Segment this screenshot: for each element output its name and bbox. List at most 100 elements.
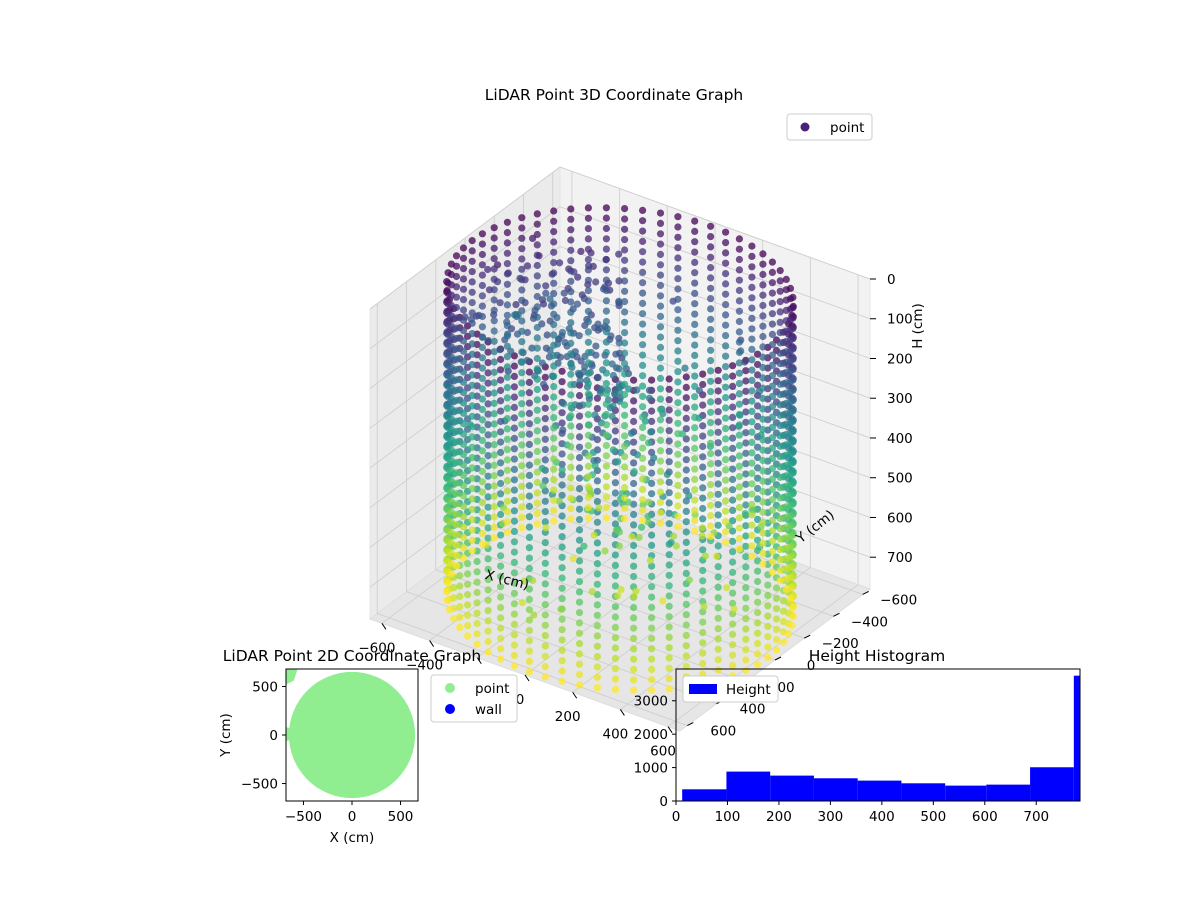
point-marker (665, 633, 673, 641)
point-marker (639, 248, 647, 256)
point-marker (607, 332, 615, 340)
point-marker (468, 268, 476, 276)
point-marker (667, 538, 675, 547)
point-marker (541, 559, 549, 567)
point-marker (648, 686, 656, 694)
point-marker (510, 610, 518, 618)
point-marker (478, 529, 486, 538)
point-marker (639, 423, 647, 431)
point-marker (443, 597, 451, 605)
point-marker (593, 684, 602, 692)
point-marker (593, 591, 602, 599)
point-marker (776, 370, 784, 378)
point-marker (575, 629, 584, 637)
point-marker (759, 539, 767, 547)
point-marker (621, 411, 629, 419)
point-marker (742, 656, 750, 664)
point-marker (497, 448, 505, 457)
point-marker (518, 296, 526, 304)
point-marker (593, 405, 602, 413)
point-marker (542, 289, 550, 297)
point-marker (691, 372, 699, 380)
point-marker (735, 534, 744, 543)
point-marker (742, 604, 750, 612)
point-marker (567, 412, 575, 420)
point-marker (567, 308, 575, 316)
point-marker (595, 504, 603, 512)
point-marker (776, 442, 784, 450)
point-marker (541, 673, 549, 681)
point-marker (764, 622, 772, 631)
point-marker (748, 449, 756, 457)
point-marker (748, 335, 756, 343)
point-marker (691, 269, 699, 277)
point-marker (584, 318, 593, 326)
point-marker (735, 390, 744, 398)
point-marker (776, 318, 784, 326)
point-marker (639, 434, 647, 442)
point-marker (528, 344, 536, 352)
point-marker (550, 331, 558, 339)
point-marker (468, 536, 476, 544)
point-marker (656, 271, 665, 279)
point-marker (541, 425, 549, 433)
point-marker (714, 418, 722, 426)
z-tick-label: 600 (887, 510, 913, 526)
point-marker (786, 553, 795, 561)
point-marker (533, 437, 541, 445)
point-marker (639, 341, 647, 349)
point-marker (748, 273, 756, 281)
point-marker (510, 662, 518, 670)
point-marker (525, 409, 534, 417)
point-marker (497, 645, 505, 653)
y-tick-label: 0 (659, 794, 668, 810)
point-marker (497, 459, 505, 467)
point-marker (630, 500, 638, 508)
point-marker (748, 366, 756, 374)
point-marker (714, 625, 722, 633)
point-marker (714, 470, 722, 478)
gridline-y (464, 547, 776, 661)
point-marker (558, 328, 567, 336)
point-marker (723, 584, 731, 592)
chart-2d-legend-marker-wall (445, 704, 455, 714)
point-marker (602, 204, 611, 212)
point-marker (786, 295, 795, 303)
point-marker (533, 241, 541, 249)
point-marker (490, 296, 498, 304)
point-marker (452, 438, 461, 446)
point-marker (714, 656, 722, 664)
point-marker (714, 387, 722, 395)
point-marker (456, 572, 464, 580)
point-marker (518, 245, 526, 253)
point-marker (452, 551, 461, 560)
point-marker (707, 295, 715, 303)
point-marker (759, 518, 767, 527)
point-marker (567, 370, 575, 378)
histogram-bar (1073, 675, 1080, 801)
point-marker (691, 496, 699, 504)
point-marker (742, 491, 750, 499)
point-marker (602, 431, 611, 439)
point-marker (490, 389, 498, 397)
point-marker (735, 421, 744, 429)
point-marker (656, 281, 665, 289)
point-marker (722, 518, 730, 526)
point-marker (558, 553, 566, 561)
point-marker (714, 645, 722, 653)
point-marker (691, 517, 699, 525)
point-marker (609, 371, 618, 380)
point-marker (533, 323, 541, 332)
point-marker (729, 403, 737, 411)
point-marker (573, 300, 582, 308)
point-marker (503, 425, 511, 433)
x-tick-label: 400 (602, 726, 628, 742)
point-marker (707, 367, 715, 375)
point-marker (533, 447, 541, 456)
point-marker (560, 289, 568, 297)
point-marker (729, 579, 737, 587)
point-marker (611, 499, 620, 507)
point-marker (503, 456, 511, 464)
point-marker (729, 475, 737, 483)
point-marker (503, 435, 511, 443)
